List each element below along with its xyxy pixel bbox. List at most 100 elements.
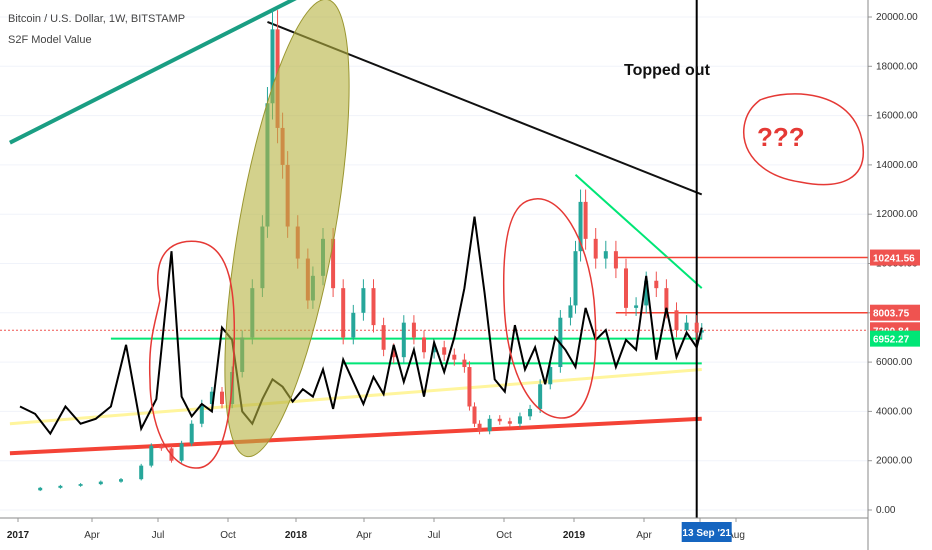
x-tick-label: Jul bbox=[152, 530, 165, 541]
candle-body bbox=[58, 485, 63, 488]
s2f-layer bbox=[19, 216, 703, 436]
candle-body bbox=[603, 251, 608, 259]
candle-body bbox=[119, 479, 123, 482]
bubble-ellipse-highlight bbox=[224, 0, 350, 458]
y-tick-label: 2000.00 bbox=[876, 456, 913, 467]
candle-body bbox=[38, 487, 43, 491]
date-tag-label: 13 Sep '21 bbox=[682, 528, 731, 539]
price-tag-label: 8003.75 bbox=[873, 309, 910, 320]
x-tick-label: Oct bbox=[220, 530, 236, 541]
y-tick-label: 16000.00 bbox=[876, 111, 918, 122]
candle-body bbox=[694, 322, 699, 333]
candle-body bbox=[583, 201, 588, 239]
price-tag-level bbox=[870, 249, 920, 266]
candle-body bbox=[452, 354, 457, 360]
x-tick-label: Aug bbox=[727, 530, 745, 541]
x-tick-label: Apr bbox=[84, 530, 100, 541]
x-tick-label: Oct bbox=[496, 530, 512, 541]
y-tick-label: 20000.00 bbox=[876, 12, 918, 23]
candle-body bbox=[517, 416, 522, 424]
y-tick-label: 18000.00 bbox=[876, 61, 918, 72]
candle-body bbox=[462, 359, 467, 368]
candle-body bbox=[528, 408, 533, 417]
candle-body bbox=[442, 347, 447, 355]
price-tag-support bbox=[870, 330, 920, 347]
candle-body bbox=[538, 384, 543, 409]
candle-body bbox=[199, 404, 204, 424]
candle-body bbox=[548, 367, 553, 385]
candle-body bbox=[401, 322, 406, 358]
candle-body bbox=[361, 288, 366, 313]
candle-body bbox=[573, 251, 578, 306]
price-tag-label: 10241.56 bbox=[873, 254, 915, 265]
x-tick-label: Apr bbox=[356, 530, 372, 541]
candle-body bbox=[341, 288, 346, 338]
candle-body bbox=[497, 418, 502, 422]
candle-body bbox=[411, 322, 416, 338]
red-circle-2019 bbox=[502, 197, 597, 419]
candle-body bbox=[578, 201, 583, 252]
y-tick-label: 6000.00 bbox=[876, 357, 913, 368]
upper-green-trendline bbox=[8, 0, 297, 145]
price-tag-level bbox=[870, 304, 920, 321]
x-tick-label: Apr bbox=[636, 530, 652, 541]
candle-body bbox=[331, 238, 336, 289]
falling-wedge-green bbox=[574, 174, 703, 289]
y-tick-label: 14000.00 bbox=[876, 160, 918, 171]
candle-body bbox=[179, 443, 184, 461]
red-circle-question bbox=[743, 93, 865, 186]
candle-body bbox=[487, 418, 492, 432]
date-tag bbox=[681, 522, 732, 542]
s2f-model-line bbox=[19, 216, 703, 436]
y-tick-label: 12000.00 bbox=[876, 209, 918, 220]
question-marks-annotation: ??? bbox=[757, 122, 805, 152]
y-tick-label: 0.00 bbox=[876, 505, 896, 516]
yellow-support-trendline bbox=[9, 367, 702, 426]
topped-out-annotation: Topped out bbox=[624, 62, 711, 79]
grid bbox=[0, 16, 868, 511]
candle-body bbox=[684, 322, 689, 331]
candle-body bbox=[593, 238, 598, 259]
chart-title: Bitcoin / U.S. Dollar, 1W, BITSTAMP bbox=[8, 13, 185, 25]
x-tick-label: 2017 bbox=[7, 530, 30, 541]
candle-body bbox=[568, 305, 573, 318]
candle-body bbox=[507, 421, 512, 424]
candle-body bbox=[371, 288, 376, 326]
red-circle-2017 bbox=[148, 240, 236, 469]
candle-body bbox=[149, 445, 154, 466]
candle-body bbox=[674, 310, 679, 331]
candle-body bbox=[139, 465, 144, 480]
price-tag-label: 6952.27 bbox=[873, 335, 910, 346]
x-tick-label: Jul bbox=[428, 530, 441, 541]
candle-body bbox=[78, 484, 83, 486]
candle-body bbox=[98, 481, 103, 485]
candle-body bbox=[220, 391, 224, 405]
y-tick-label: 4000.00 bbox=[876, 406, 913, 417]
candle-body bbox=[351, 312, 356, 338]
candle-body bbox=[159, 445, 164, 449]
candle-body bbox=[209, 391, 214, 405]
candle-body bbox=[664, 288, 669, 311]
candle-body bbox=[613, 251, 618, 269]
trendlines-layer bbox=[0, 0, 868, 518]
candle-body bbox=[472, 406, 477, 424]
candle-body bbox=[634, 305, 639, 308]
x-tick-label: 2018 bbox=[285, 530, 308, 541]
candle-body bbox=[270, 29, 275, 104]
candle-body bbox=[467, 367, 472, 407]
x-tick-label: 2019 bbox=[563, 530, 586, 541]
candle-body bbox=[432, 347, 437, 353]
candle-body bbox=[654, 280, 659, 289]
candle-body bbox=[624, 268, 628, 308]
candle-body bbox=[381, 325, 386, 350]
candle-body bbox=[391, 349, 396, 358]
candle-body bbox=[189, 423, 194, 444]
annotation-shapes bbox=[148, 0, 865, 469]
candle-body bbox=[477, 423, 482, 432]
indicator-label: S2F Model Value bbox=[8, 34, 92, 46]
red-support-trendline bbox=[9, 416, 702, 456]
candle-body bbox=[422, 337, 426, 353]
candle-body bbox=[644, 280, 649, 306]
